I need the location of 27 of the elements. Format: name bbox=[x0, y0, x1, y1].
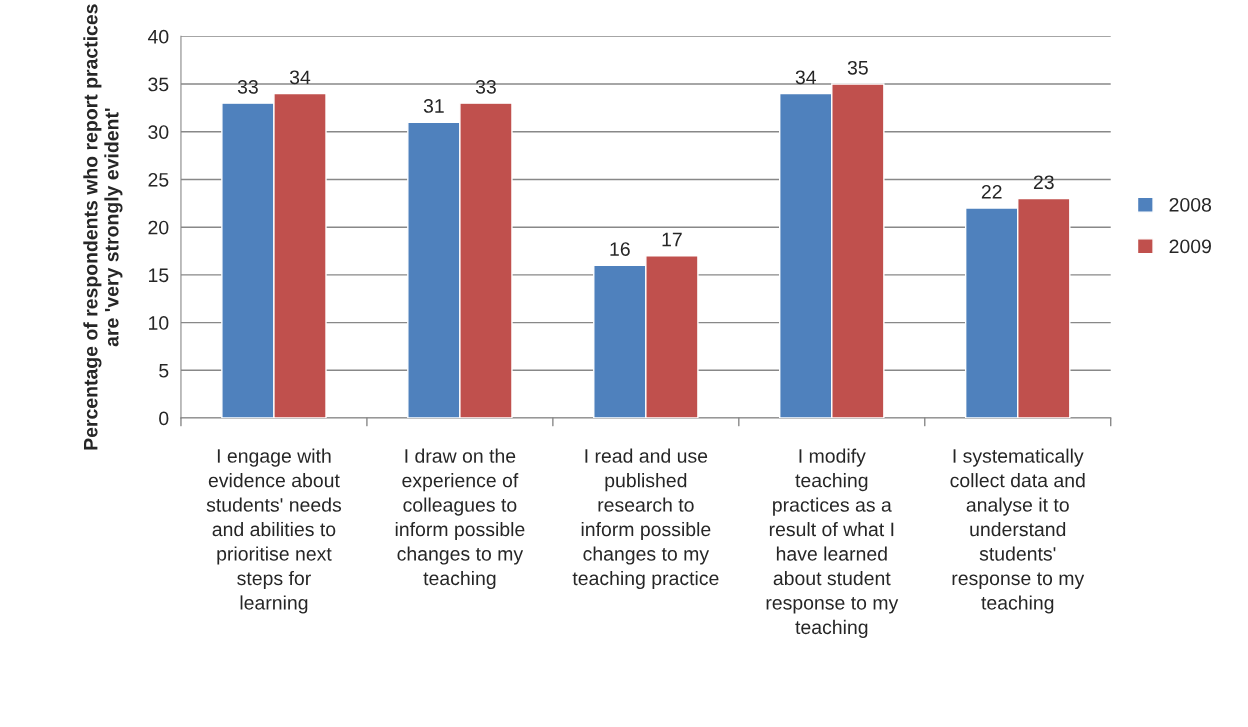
data-label: 34 bbox=[289, 70, 311, 85]
x-tick-label: I read and use published research to inform possible changes to my teaching practice bbox=[572, 448, 719, 590]
x-tick-label: I systematically collect data and analyse it to understand students' response to my teaching bbox=[950, 448, 1085, 614]
data-label: 16 bbox=[610, 242, 630, 256]
data-label: 34 bbox=[795, 70, 816, 85]
y-axis-title: Percentage of respondents who report practices are 'very strongly evident' bbox=[83, 4, 123, 450]
data-label: 23 bbox=[1033, 175, 1054, 190]
y-tick-label: 40 bbox=[147, 29, 169, 44]
data-label: 35 bbox=[847, 60, 868, 75]
x-tick-label: I engage with evidence about students' needs and abilities to prioritise next steps for learning bbox=[206, 448, 342, 614]
y-tick-label: 5 bbox=[159, 363, 169, 378]
y-tick-label: 15 bbox=[149, 268, 169, 283]
y-tick-label: 30 bbox=[148, 125, 169, 140]
data-label: 22 bbox=[981, 184, 1002, 199]
data-label: 17 bbox=[662, 232, 682, 247]
y-tick-label: 0 bbox=[159, 411, 169, 426]
y-tick-label: 25 bbox=[148, 172, 169, 187]
data-label: 31 bbox=[423, 99, 444, 113]
x-tick-label: I modify teaching practices as a result of what I have learned about student response to my teaching bbox=[766, 448, 899, 638]
y-tick-label: 35 bbox=[148, 77, 169, 92]
y-tick-label: 20 bbox=[148, 220, 169, 235]
x-tick-label: I draw on the experience of colleagues to inform possible changes to my teaching bbox=[395, 448, 525, 590]
data-label: 33 bbox=[237, 79, 258, 94]
legend-label: 2009 bbox=[1169, 239, 1211, 254]
legend-label: 2008 bbox=[1169, 197, 1212, 212]
data-label: 33 bbox=[475, 79, 496, 94]
y-tick-label: 10 bbox=[149, 316, 169, 330]
